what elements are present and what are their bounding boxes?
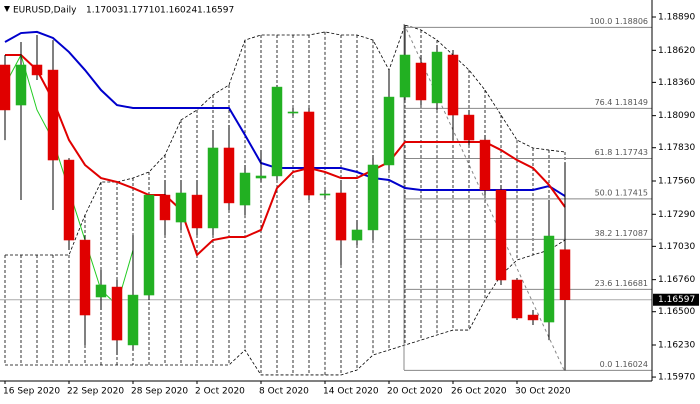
header-icon: [4, 6, 10, 12]
candle-body: [559, 249, 571, 300]
candle-body: [175, 192, 187, 223]
candle-body: [159, 194, 171, 221]
x-tick-label: 8 Oct 2020: [259, 387, 309, 397]
candle-body: [191, 194, 203, 229]
candle-body: [319, 193, 331, 196]
quote-high: 1.17710: [123, 6, 160, 16]
candle-body: [223, 147, 235, 204]
x-tick-label: 26 Oct 2020: [451, 387, 507, 397]
candle-body: [447, 54, 459, 116]
candle-body: [463, 114, 475, 141]
candle-body: [15, 64, 27, 106]
y-tick-label: 1.18620: [658, 46, 695, 56]
last-price-label: 1.16597: [658, 295, 695, 305]
x-tick-label: 22 Sep 2020: [67, 387, 124, 397]
fibo-label: 61.8 1.17743: [595, 148, 648, 157]
fibo-label: 50.0 1.17415: [595, 188, 648, 197]
candle-body: [479, 139, 491, 191]
y-tick-label: 1.18890: [658, 13, 695, 23]
y-tick-label: 1.17030: [658, 242, 695, 252]
candle-body: [383, 96, 395, 166]
envelope-upper: [5, 24, 566, 256]
candle-body: [287, 111, 299, 114]
header: EURUSD,Daily 1.17003 1.17710 1.16024 1.1…: [2, 3, 237, 17]
candle-body: [511, 279, 523, 319]
y-tick-label: 1.16230: [658, 340, 695, 350]
fibo-label: 23.6 1.16681: [595, 279, 648, 288]
quote-close: 1.16597: [197, 6, 234, 16]
candle-body: [495, 189, 507, 281]
candle-body: [0, 64, 11, 111]
indicator-line: [5, 53, 566, 257]
fibo-label: 100.0 1.18806: [589, 17, 648, 26]
x-tick-label: 20 Oct 2020: [387, 387, 443, 397]
candle-body: [399, 54, 411, 98]
y-tick-label: 1.18090: [658, 111, 695, 121]
candle-body: [335, 192, 347, 241]
candle-body: [415, 62, 427, 101]
candle-body: [95, 284, 107, 298]
candle-body: [47, 69, 59, 161]
candle-body: [367, 164, 379, 231]
quote-open: 1.17003: [86, 6, 123, 16]
candle-body: [239, 172, 251, 206]
candle-body: [351, 229, 363, 241]
fibo-label: 38.2 1.17087: [595, 229, 648, 238]
candle-body: [271, 86, 283, 177]
fibo-label: 76.4 1.18149: [595, 98, 648, 107]
candle-body: [63, 159, 75, 241]
candle-body: [303, 111, 315, 196]
x-tick-label: 2 Oct 2020: [195, 387, 245, 397]
y-tick-label: 1.17290: [658, 210, 695, 220]
y-tick-label: 1.18360: [658, 78, 695, 88]
indicator-line: [4, 30, 566, 197]
fibo-layer: 100.0 1.18806 76.4 1.18149 61.8 1.17743 50.…: [403, 17, 652, 371]
x-tick-label: 16 Sep 2020: [3, 387, 60, 397]
quote-low: 1.16024: [160, 6, 197, 16]
x-tick-label: 28 Sep 2020: [131, 387, 188, 397]
candle-body: [127, 294, 139, 346]
y-tick-label: 1.16760: [658, 275, 695, 285]
candle-body: [111, 286, 123, 341]
candles-layer: [0, 25, 571, 371]
symbol: EURUSD,Daily: [13, 6, 77, 16]
candle-body: [543, 235, 555, 323]
fibo-label: 0.0 1.16024: [600, 360, 648, 369]
candle-body: [207, 147, 219, 229]
last-price-box: [653, 293, 699, 306]
candle-body: [79, 239, 91, 316]
y-tick-label: 1.15970: [658, 373, 695, 383]
x-tick-label: 14 Oct 2020: [323, 387, 379, 397]
y-tick-label: 1.17560: [658, 177, 695, 187]
candle-body: [31, 64, 43, 76]
header-bg: [2, 3, 237, 17]
candle-body: [527, 314, 539, 321]
y-tick-label: 1.16500: [658, 307, 695, 317]
lines-layer: [0, 30, 652, 306]
y-tick-label: 1.17830: [658, 143, 695, 153]
candle-body: [143, 194, 155, 296]
candle-body: [255, 175, 267, 179]
candle-body: [431, 51, 443, 104]
x-tick-label: 30 Oct 2020: [515, 387, 571, 397]
